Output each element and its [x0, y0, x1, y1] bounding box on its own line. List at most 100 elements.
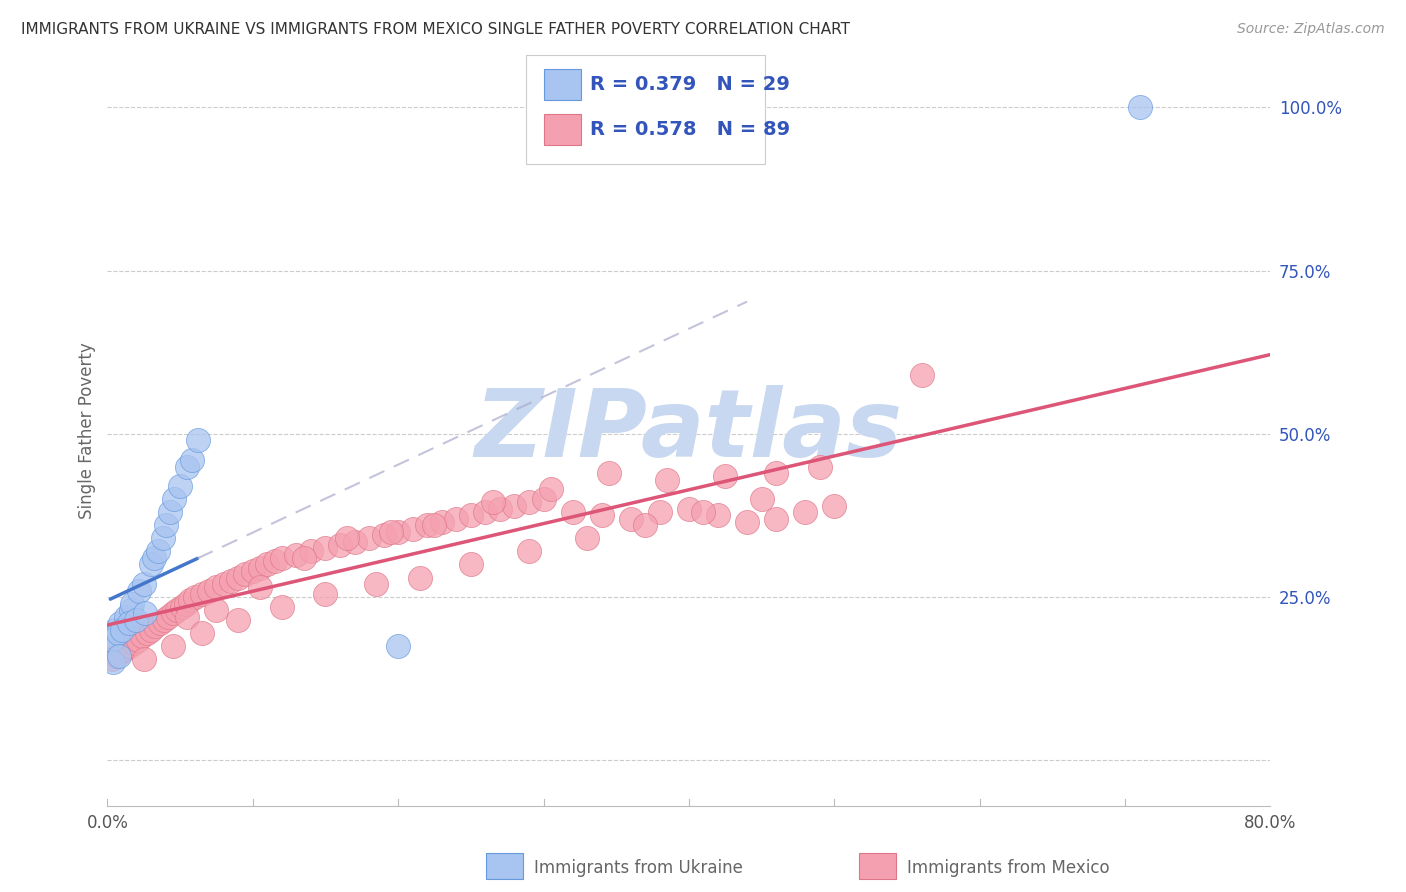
Text: R = 0.578   N = 89: R = 0.578 N = 89: [591, 120, 790, 139]
Point: [765, 466, 787, 480]
Point: [517, 544, 540, 558]
Point: [249, 560, 271, 574]
Point: [157, 609, 180, 624]
Point: [162, 639, 184, 653]
Point: [104, 623, 127, 637]
FancyBboxPatch shape: [544, 113, 581, 145]
Text: Immigrants from Ukraine: Immigrants from Ukraine: [534, 859, 744, 877]
Point: [794, 505, 817, 519]
Point: [103, 656, 125, 670]
Point: [373, 528, 395, 542]
Point: [416, 518, 439, 533]
Point: [139, 558, 162, 572]
Point: [169, 479, 191, 493]
Point: [191, 587, 214, 601]
Point: [533, 492, 555, 507]
Point: [125, 613, 148, 627]
Point: [114, 642, 136, 657]
Point: [430, 515, 453, 529]
Point: [148, 544, 170, 558]
Point: [620, 512, 643, 526]
Point: [387, 524, 409, 539]
Point: [489, 502, 512, 516]
Point: [153, 613, 176, 627]
Point: [135, 626, 157, 640]
Point: [205, 580, 228, 594]
Point: [163, 492, 186, 507]
Point: [162, 607, 184, 621]
Point: [134, 607, 156, 621]
Point: [270, 599, 292, 614]
Point: [149, 616, 172, 631]
Point: [212, 577, 235, 591]
Point: [598, 466, 620, 480]
Point: [155, 518, 177, 533]
Y-axis label: Single Father Poverty: Single Father Poverty: [79, 343, 96, 519]
Point: [235, 567, 257, 582]
Point: [735, 515, 758, 529]
Text: ZIPatlas: ZIPatlas: [475, 384, 903, 476]
FancyBboxPatch shape: [544, 69, 581, 100]
Text: IMMIGRANTS FROM UKRAINE VS IMMIGRANTS FROM MEXICO SINGLE FATHER POVERTY CORRELAT: IMMIGRANTS FROM UKRAINE VS IMMIGRANTS FR…: [21, 22, 851, 37]
Point: [179, 593, 201, 607]
Point: [561, 505, 583, 519]
Point: [226, 570, 249, 584]
Point: [176, 609, 198, 624]
Point: [751, 492, 773, 507]
Point: [139, 623, 162, 637]
Point: [314, 587, 336, 601]
Point: [270, 550, 292, 565]
Point: [180, 453, 202, 467]
Point: [460, 558, 482, 572]
Point: [299, 544, 322, 558]
Point: [183, 590, 205, 604]
Point: [263, 554, 285, 568]
Point: [98, 629, 121, 643]
Point: [219, 574, 242, 588]
Point: [118, 616, 141, 631]
Point: [198, 583, 221, 598]
Point: [166, 603, 188, 617]
Point: [292, 550, 315, 565]
Point: [128, 583, 150, 598]
Text: Immigrants from Mexico: Immigrants from Mexico: [907, 859, 1109, 877]
Point: [100, 652, 122, 666]
Point: [159, 505, 181, 519]
Point: [176, 459, 198, 474]
Point: [170, 599, 193, 614]
Point: [517, 495, 540, 509]
Point: [343, 534, 366, 549]
Point: [152, 532, 174, 546]
Point: [242, 564, 264, 578]
Text: Source: ZipAtlas.com: Source: ZipAtlas.com: [1237, 22, 1385, 37]
Point: [115, 609, 138, 624]
Point: [132, 652, 155, 666]
Point: [423, 518, 446, 533]
Point: [446, 512, 468, 526]
Point: [110, 616, 132, 631]
Point: [314, 541, 336, 556]
Point: [380, 524, 402, 539]
Point: [714, 469, 737, 483]
Point: [111, 623, 134, 637]
Point: [285, 548, 308, 562]
Point: [100, 632, 122, 647]
Point: [186, 434, 208, 448]
Point: [329, 538, 352, 552]
Point: [107, 626, 129, 640]
Point: [191, 626, 214, 640]
Point: [122, 636, 145, 650]
Point: [808, 459, 831, 474]
Point: [118, 639, 141, 653]
Point: [409, 570, 432, 584]
Point: [105, 648, 128, 663]
Point: [131, 629, 153, 643]
Point: [132, 577, 155, 591]
Point: [127, 632, 149, 647]
Point: [503, 499, 526, 513]
Point: [823, 499, 845, 513]
Point: [256, 558, 278, 572]
Point: [108, 648, 131, 663]
Point: [910, 368, 932, 383]
Point: [576, 532, 599, 546]
